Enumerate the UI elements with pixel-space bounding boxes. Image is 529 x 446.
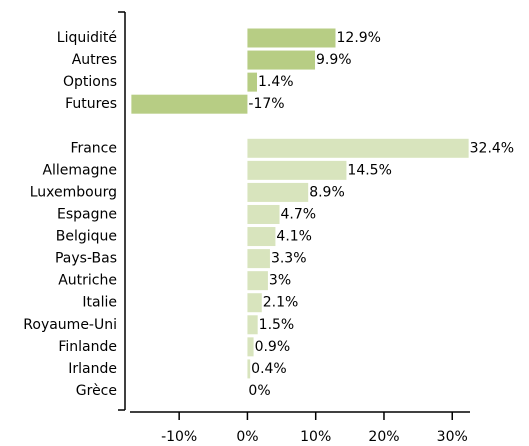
value-label: 4.7% — [281, 206, 317, 222]
y-tick-label: Espagne — [57, 206, 117, 222]
y-tick-label: Autres — [72, 52, 117, 68]
bar — [247, 182, 309, 202]
y-tick-label: Italie — [82, 295, 117, 311]
y-tick-label: Allemagne — [42, 162, 117, 178]
bar — [131, 94, 248, 114]
bar — [247, 138, 469, 158]
x-tick-label: 30% — [437, 429, 468, 445]
x-tick-label: 10% — [300, 429, 331, 445]
value-label: 1.4% — [258, 74, 294, 90]
bar — [247, 204, 280, 224]
bar — [247, 72, 257, 92]
value-label: 0.4% — [251, 361, 287, 377]
bar — [247, 227, 276, 247]
x-tick-label: 20% — [368, 429, 399, 445]
value-label: 0.9% — [255, 339, 291, 355]
bar — [247, 337, 254, 357]
y-tick-label: Luxembourg — [30, 184, 117, 200]
value-label: 32.4% — [470, 140, 514, 156]
value-label: 0% — [248, 383, 270, 399]
y-tick-label: Grèce — [76, 383, 117, 399]
y-tick-label: Belgique — [56, 229, 117, 245]
bar — [247, 271, 268, 291]
bar — [247, 359, 251, 379]
value-label: 9.9% — [316, 52, 352, 68]
bar — [247, 160, 347, 180]
y-tick-label: Liquidité — [57, 30, 117, 46]
y-tick-label: Finlande — [58, 339, 117, 355]
value-label: 4.1% — [276, 229, 312, 245]
x-tick-label: -10% — [161, 429, 197, 445]
y-tick-label: Futures — [65, 96, 117, 112]
y-tick-label: France — [70, 140, 117, 156]
y-tick-label: Autriche — [58, 273, 117, 289]
value-label: 3% — [269, 273, 291, 289]
y-tick-label: Options — [63, 74, 117, 90]
value-label: -17% — [248, 96, 284, 112]
y-tick-label: Royaume-Uni — [23, 317, 117, 333]
y-tick-label: Irlande — [68, 361, 117, 377]
y-tick-label: Pays-Bas — [55, 251, 117, 267]
value-label: 14.5% — [347, 162, 391, 178]
value-label: 1.5% — [259, 317, 295, 333]
value-label: 3.3% — [271, 251, 307, 267]
value-label: 8.9% — [309, 184, 345, 200]
x-tick-label: 0% — [236, 429, 258, 445]
bar — [247, 28, 336, 48]
bar — [247, 249, 270, 269]
value-label: 12.9% — [337, 30, 381, 46]
bar — [247, 293, 262, 313]
value-label: 2.1% — [263, 295, 299, 311]
bar — [247, 315, 258, 335]
bar — [247, 50, 316, 70]
